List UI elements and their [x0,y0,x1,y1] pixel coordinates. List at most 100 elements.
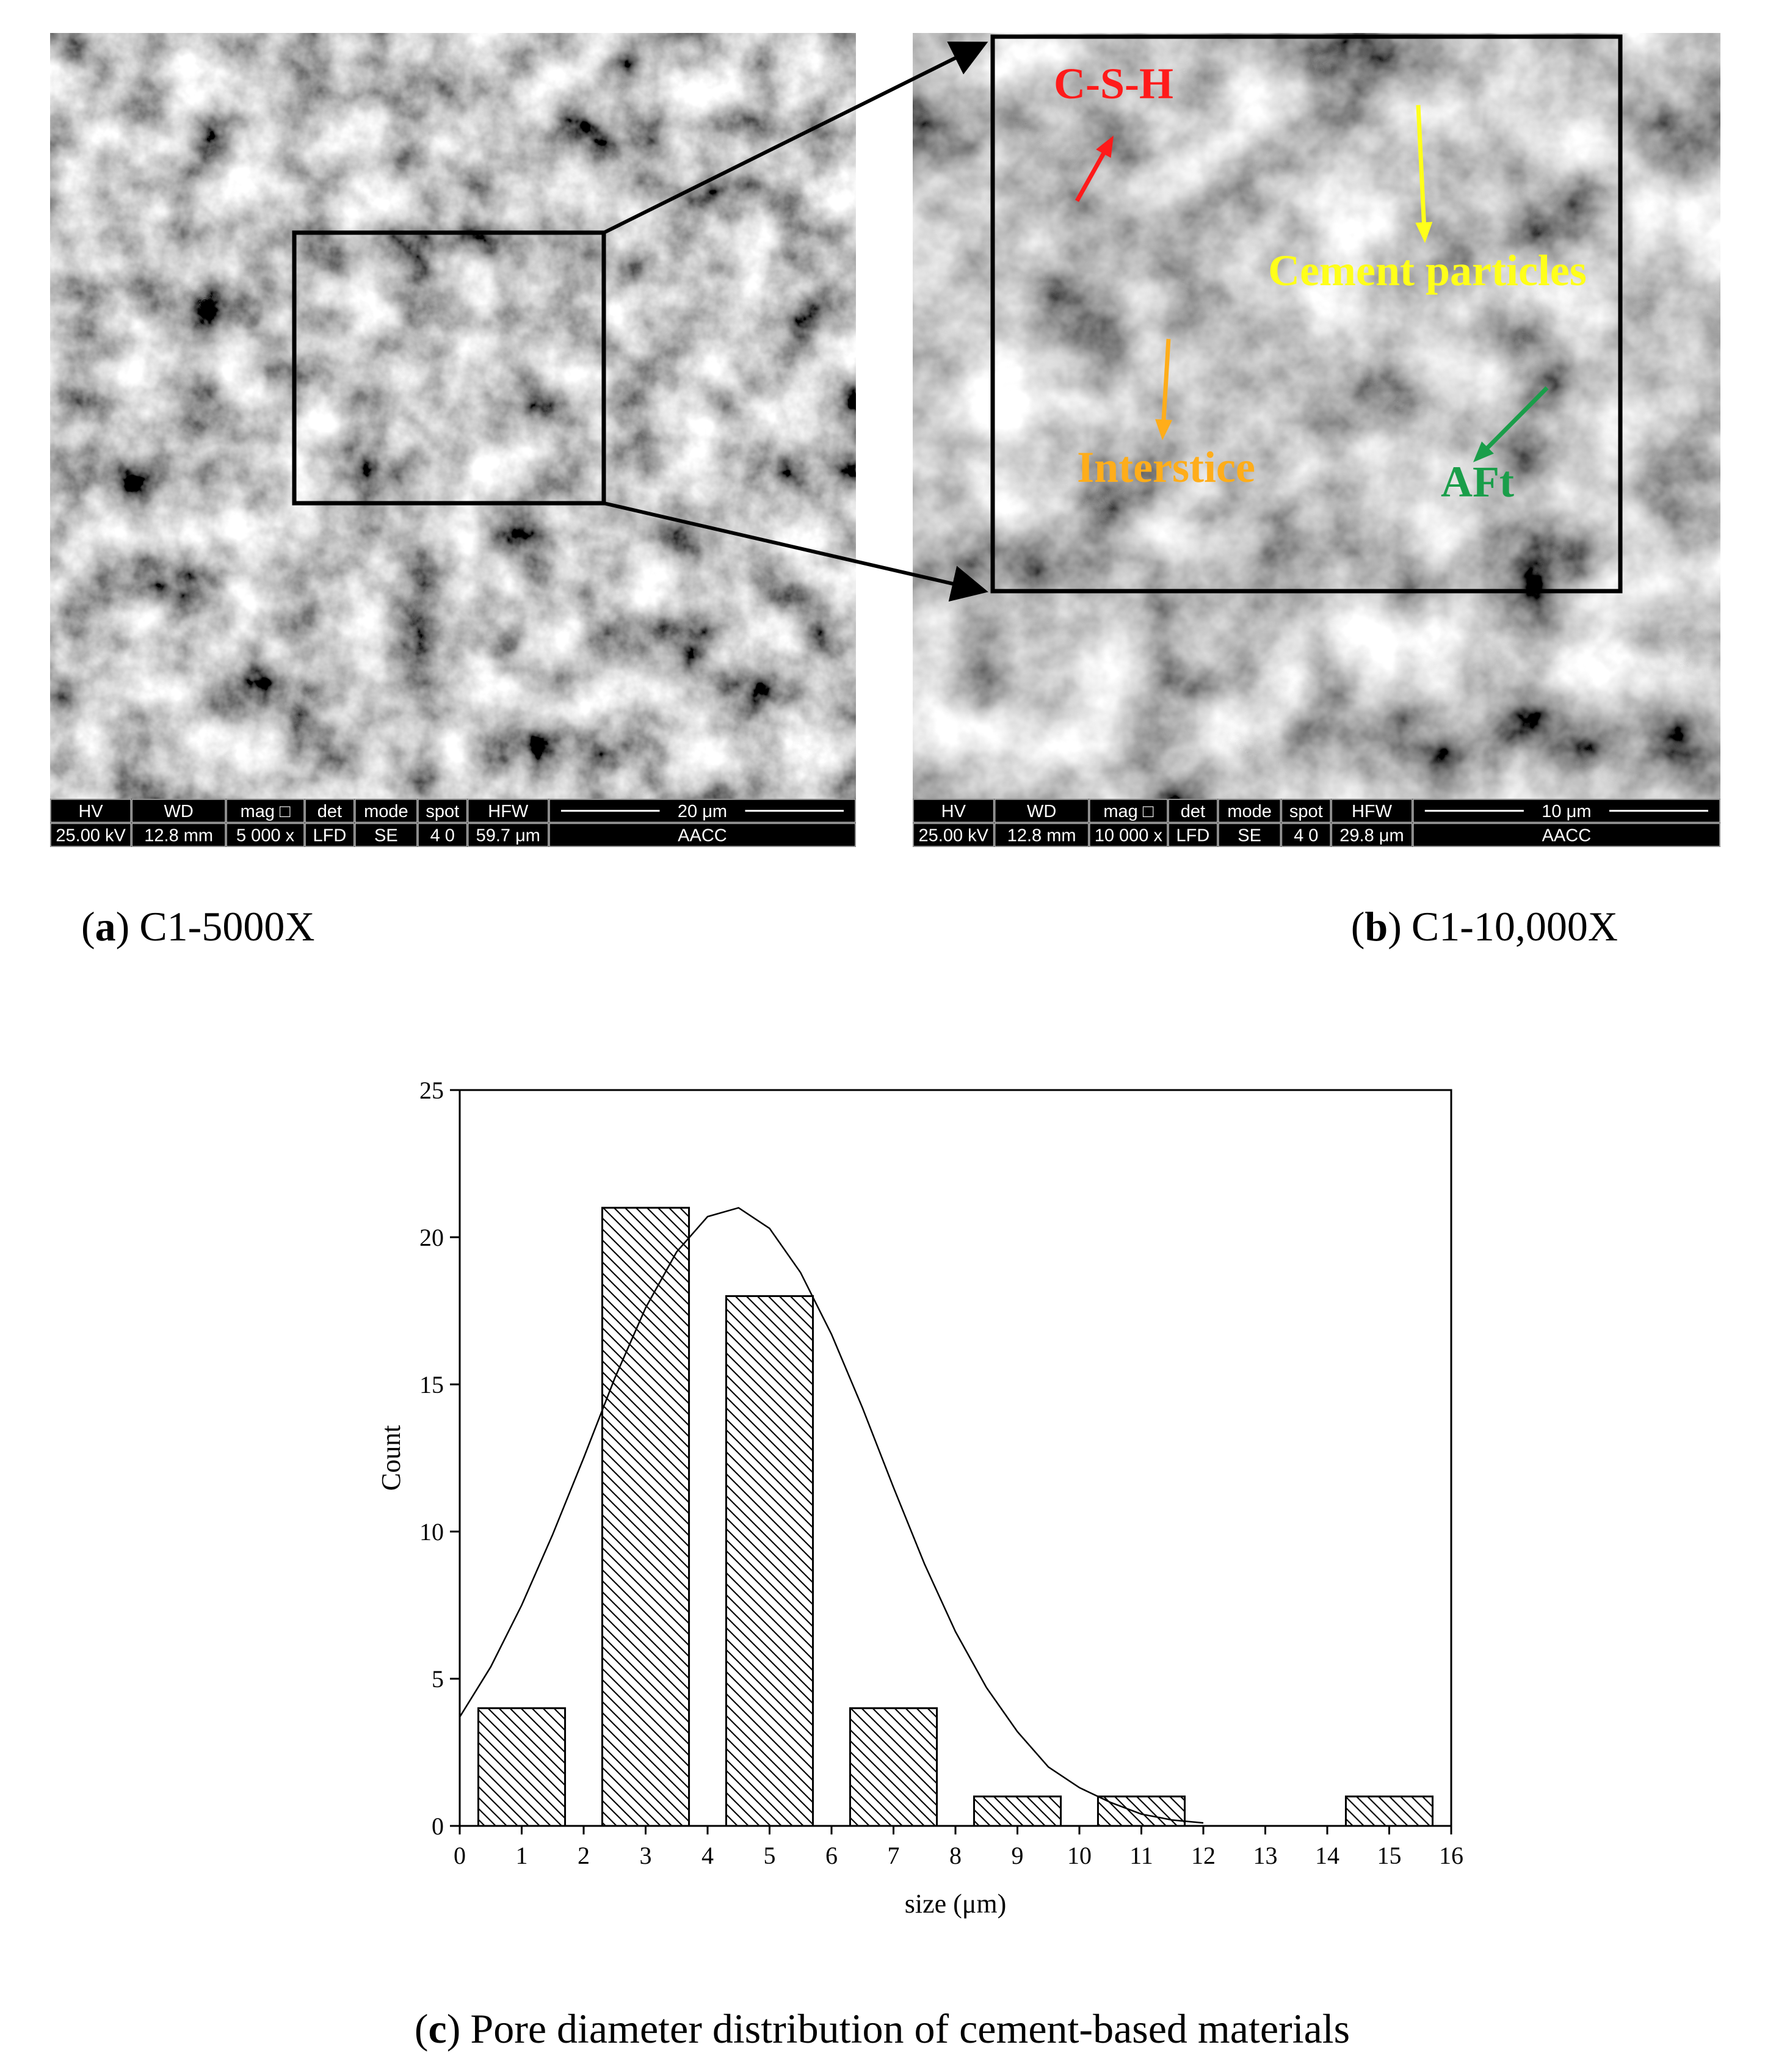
info-header: spot [1289,802,1323,821]
bar [973,1795,1062,1827]
info-cell [1089,799,1168,823]
annotation-label: AFt [1441,457,1514,506]
info-cell [913,823,995,847]
annotation-label: Interstice [1077,443,1255,492]
info-value: AACC [678,826,727,845]
sem-image [50,33,856,799]
y-tick-label: 10 [419,1518,444,1546]
info-header: mode [364,802,408,821]
y-tick-label: 20 [419,1224,444,1251]
sem-panel: HV 25.00 kV WD 12.8 mm mag □ 5 000 x det LFD mod… [50,33,856,847]
info-cell [994,799,1089,823]
info-header: spot [426,802,459,821]
x-tick-label: 2 [578,1842,590,1869]
info-header: WD [164,802,194,821]
annotation-arrow [1075,145,1110,202]
info-cell [418,799,468,823]
annotation-arrowhead [1155,419,1173,440]
y-tick-label: 0 [432,1812,444,1840]
info-value: 4 0 [430,826,455,845]
zoom-box [292,230,606,506]
info-cell [1281,823,1331,847]
info-value: 59.7 μm [476,826,540,845]
info-value: 12.8 mm [144,826,213,845]
info-value: 10 000 x [1095,826,1163,845]
connector-arrow [603,501,988,602]
x-tick-label: 10 [1067,1842,1092,1869]
bar [849,1707,938,1827]
info-value: AACC [1542,826,1592,845]
info-cell [1168,823,1218,847]
x-tick-label: 11 [1129,1842,1153,1869]
x-tick-label: 4 [701,1842,714,1869]
info-value: LFD [313,826,347,845]
bar [601,1207,690,1827]
bar [477,1707,567,1827]
info-value: 4 0 [1294,826,1318,845]
x-tick-label: 3 [640,1842,652,1869]
x-tick-label: 9 [1012,1842,1024,1869]
info-cell [467,799,549,823]
caption-paren: ( [1351,903,1365,950]
caption-letter: b [1365,903,1388,950]
info-cell [549,799,856,823]
info-cell [50,823,132,847]
scale-bar-gap [659,801,745,821]
info-cell [418,823,468,847]
info-cell [1413,823,1720,847]
x-tick-label: 5 [764,1842,776,1869]
bar [1344,1795,1434,1827]
annotation-arrowhead [1473,442,1494,462]
info-cell [355,799,418,823]
annotation-arrowhead [1096,136,1114,158]
info-value: 29.8 μm [1339,826,1404,845]
caption-paren: ) [447,2005,461,2052]
bar [725,1295,814,1827]
annotation-arrow [1480,386,1549,456]
sem-image [913,33,1720,799]
caption: (c) Pore diameter distribution of cement-… [415,2005,1350,2052]
x-tick-label: 15 [1377,1842,1402,1869]
annotation-arrowhead [1415,222,1433,243]
info-cell [305,823,355,847]
scale-bar-gap [1523,801,1609,821]
info-cell [1331,799,1413,823]
caption-letter: c [429,2005,447,2052]
info-cell [1281,799,1331,823]
caption-text: Pore diameter distribution of cement-bas… [470,2005,1350,2052]
info-header: det [317,802,342,821]
info-header: WD [1027,802,1056,821]
info-value: SE [1238,826,1261,845]
info-cell [1218,823,1281,847]
info-header: HV [78,802,103,821]
info-cell [1168,799,1218,823]
fit-curve [458,1207,1204,1824]
y-tick-label: 15 [419,1371,444,1398]
info-cell [305,799,355,823]
info-header: mode [1227,802,1272,821]
zoom-box [990,34,1623,594]
info-cell [994,823,1089,847]
info-cell [131,799,226,823]
info-value: 5 000 x [236,826,295,845]
info-value: SE [374,826,398,845]
info-cell [549,823,856,847]
info-cell [1413,799,1720,823]
info-cell [226,823,305,847]
info-cell [50,799,132,823]
y-axis-label: Count [376,1425,406,1491]
info-header: mag □ [1103,802,1153,821]
info-cell [913,799,995,823]
caption: (b) C1-10,000X [1351,903,1618,950]
caption-text: C1-5000X [139,903,314,950]
info-header: HFW [488,802,529,821]
info-header: HFW [1352,802,1393,821]
caption-paren: ( [415,2005,429,2052]
caption-paren: ( [81,903,95,950]
x-tick-label: 6 [825,1842,838,1869]
caption-text: C1-10,000X [1412,903,1618,950]
caption-paren: ) [116,903,130,950]
info-header: det [1181,802,1205,821]
